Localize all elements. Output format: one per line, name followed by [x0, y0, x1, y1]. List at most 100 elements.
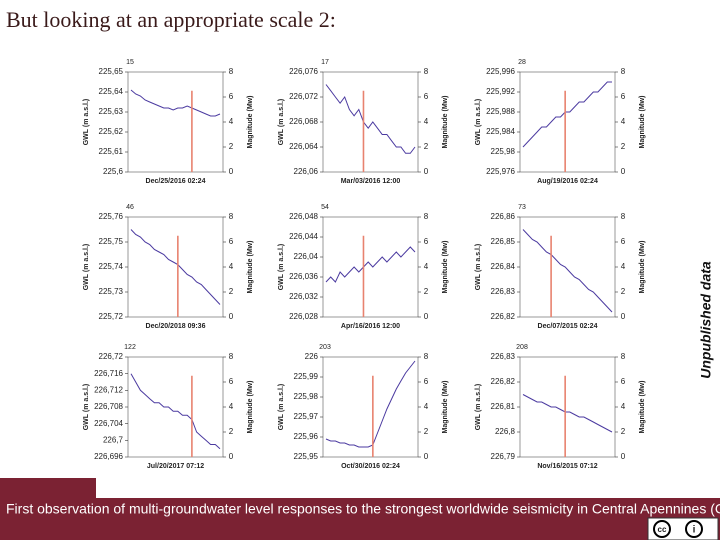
y2-tick-label: 0: [229, 452, 234, 461]
plot-area: [127, 216, 224, 318]
chart-title: 208: [516, 344, 528, 351]
y-tick-label: 226,708: [94, 402, 123, 411]
y-tick-label: 225,73: [99, 287, 124, 296]
y-label: GWL (m a.s.l.): [475, 99, 482, 146]
y-tick-label: 225,97: [294, 412, 319, 421]
y-label: GWL (m a.s.l.): [475, 244, 482, 291]
y-tick-label: 225,98: [294, 392, 319, 401]
y-tick-label: 226,036: [289, 272, 318, 281]
y-tick-label: 226,044: [289, 232, 318, 241]
x-label: Dec/07/2015 02:24: [538, 323, 598, 330]
y-tick-label: 226,7: [103, 435, 124, 444]
y-label: GWL (m a.s.l.): [278, 384, 285, 431]
y2-tick-label: 4: [229, 117, 234, 126]
y-tick-label: 225,988: [486, 107, 515, 116]
y2-label: Magnitude (Mw): [247, 381, 254, 434]
x-label: Apr/16/2016 12:00: [341, 323, 400, 330]
y2-label: Magnitude (Mw): [442, 241, 449, 294]
y-tick-label: 226,8: [495, 427, 516, 436]
y-tick-label: 225,63: [99, 107, 124, 116]
y2-tick-label: 8: [621, 67, 626, 76]
y2-tick-label: 6: [621, 237, 626, 246]
y2-tick-label: 0: [621, 167, 626, 176]
y-tick-label: 225,62: [99, 127, 124, 136]
plot-area: [519, 356, 616, 458]
y2-tick-label: 4: [424, 262, 429, 271]
y-tick-label: 226: [305, 352, 319, 361]
footer-band: [0, 498, 720, 540]
y-tick-label: 226,048: [289, 212, 318, 221]
gwl-line: [325, 84, 416, 154]
plot-area: [519, 216, 616, 318]
y2-tick-label: 2: [229, 287, 234, 296]
y2-tick-label: 4: [621, 117, 626, 126]
y2-tick-label: 2: [621, 427, 626, 436]
y-label: GWL (m a.s.l.): [83, 99, 90, 146]
y2-tick-label: 2: [229, 142, 234, 151]
y2-tick-label: 0: [424, 452, 429, 461]
y2-tick-label: 6: [424, 92, 429, 101]
y2-tick-label: 6: [229, 237, 234, 246]
plot-area: [127, 71, 224, 173]
y2-tick-label: 0: [229, 312, 234, 321]
y2-label: Magnitude (Mw): [442, 381, 449, 434]
gwl-line: [130, 229, 221, 305]
y2-tick-label: 8: [424, 352, 429, 361]
x-label: Nov/16/2015 07:12: [537, 463, 597, 470]
y-tick-label: 226,81: [491, 402, 516, 411]
chart-title: 15: [126, 59, 134, 66]
y2-tick-label: 2: [229, 427, 234, 436]
y2-tick-label: 6: [229, 92, 234, 101]
y-tick-label: 225,61: [99, 147, 124, 156]
y-tick-label: 225,6: [103, 167, 124, 176]
gwl-line: [130, 373, 221, 450]
y-label: GWL (m a.s.l.): [83, 244, 90, 291]
y-label: GWL (m a.s.l.): [475, 384, 482, 431]
gwl-line: [325, 360, 416, 448]
plot-area: [322, 356, 419, 458]
y-tick-label: 226,696: [94, 452, 123, 461]
x-label: Dec/20/2018 09:36: [146, 323, 206, 330]
y-tick-label: 226,716: [94, 369, 123, 378]
y-tick-label: 226,06: [294, 167, 319, 176]
y-tick-label: 225,65: [99, 67, 124, 76]
y2-tick-label: 6: [621, 92, 626, 101]
y-tick-label: 225,95: [294, 452, 319, 461]
y2-tick-label: 8: [424, 67, 429, 76]
y-tick-label: 225,96: [294, 432, 319, 441]
y2-tick-label: 2: [621, 287, 626, 296]
plot-area: [322, 216, 419, 318]
plot-area: [519, 71, 616, 173]
y-tick-label: 226,032: [289, 292, 318, 301]
y2-label: Magnitude (Mw): [639, 381, 646, 434]
y2-tick-label: 2: [424, 142, 429, 151]
plot-area: [127, 356, 224, 458]
y-tick-label: 226,86: [491, 212, 516, 221]
y2-tick-label: 4: [621, 262, 626, 271]
y-tick-label: 226,064: [289, 142, 318, 151]
y2-label: Magnitude (Mw): [639, 241, 646, 294]
y-tick-label: 226,79: [491, 452, 516, 461]
y2-tick-label: 8: [621, 212, 626, 221]
y-tick-label: 225,76: [99, 212, 124, 221]
y2-label: Magnitude (Mw): [247, 241, 254, 294]
footer-text: First observation of multi-groundwater l…: [6, 501, 720, 517]
y-tick-label: 226,85: [491, 237, 516, 246]
y-label: GWL (m a.s.l.): [83, 384, 90, 431]
y2-tick-label: 8: [621, 352, 626, 361]
y2-tick-label: 8: [229, 67, 234, 76]
y2-tick-label: 2: [424, 287, 429, 296]
y2-label: Magnitude (Mw): [639, 96, 646, 149]
y2-tick-label: 4: [621, 402, 626, 411]
y2-tick-label: 8: [229, 212, 234, 221]
y2-tick-label: 0: [424, 312, 429, 321]
y-label: GWL (m a.s.l.): [278, 244, 285, 291]
x-label: Jul/20/2017 07:12: [147, 463, 204, 470]
y2-tick-label: 6: [424, 377, 429, 386]
chart-title: 54: [321, 204, 329, 211]
x-label: Mar/03/2016 12:00: [341, 178, 401, 185]
y2-tick-label: 0: [621, 452, 626, 461]
svg-text:cc: cc: [658, 525, 667, 534]
y2-tick-label: 2: [424, 427, 429, 436]
